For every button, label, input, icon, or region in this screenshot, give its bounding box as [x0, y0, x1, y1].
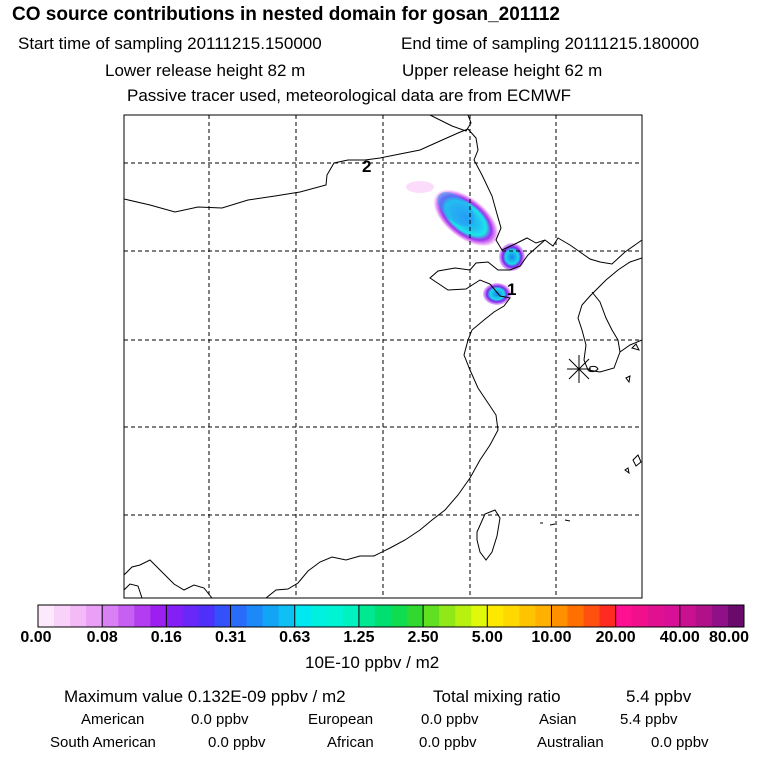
region-asian-value: 5.4 ppbv [620, 711, 678, 728]
colorbar-cell [471, 605, 488, 627]
colorbar-tick: 20.00 [595, 629, 636, 646]
figure-title: CO source contributions in nested domain… [12, 4, 560, 25]
colorbar-tick: 0.16 [150, 629, 182, 646]
colorbar-cell [631, 605, 649, 627]
colorbar-cell [487, 605, 504, 627]
colorbar-cell [134, 605, 151, 627]
colorbar-cell [407, 605, 424, 627]
region-african-value: 0.0 ppbv [419, 734, 477, 751]
colorbar-cell [342, 605, 360, 627]
colorbar-cell [198, 605, 215, 627]
colorbar-cell [326, 605, 344, 627]
colorbar-cell [567, 605, 585, 627]
colorbar-cell [647, 605, 665, 627]
colorbar-cell [310, 605, 328, 627]
region-african-name: African [327, 734, 374, 751]
colorbar-tick: 0.08 [86, 629, 118, 646]
colorbar-cell [727, 605, 745, 627]
colorbar-cell [54, 605, 71, 627]
colorbar-cell [278, 605, 296, 627]
start-time-label: Start time of sampling 20111215.150000 [18, 34, 322, 53]
region-european-value: 0.0 ppbv [421, 711, 479, 728]
colorbar-cell [38, 605, 55, 627]
end-time-label: End time of sampling 20111215.180000 [401, 34, 700, 53]
colorbar-cell [423, 605, 440, 627]
colorbar-tick: 80.00 [708, 629, 750, 646]
colorbar-cell [551, 605, 568, 627]
colorbar-cell [711, 605, 729, 627]
trajectory-marker-2: 2 [362, 157, 371, 176]
colorbar-tick: 1.25 [343, 629, 375, 646]
lat-lon-grid [124, 115, 642, 598]
region-australian-value: 0.0 ppbv [651, 734, 709, 751]
colorbar-cell [439, 605, 456, 627]
region-european-name: European [308, 711, 374, 728]
colorbar-cell [182, 605, 199, 627]
colorbar [37, 604, 745, 628]
region-asian-name: Asian [539, 711, 577, 728]
max-value-label: Maximum value 0.132E-09 ppbv / m2 [64, 687, 346, 706]
colorbar-cell [583, 605, 601, 627]
total-mixing-value: 5.4 ppbv [626, 687, 692, 706]
region-south-american-name: South American [50, 734, 156, 751]
upper-release-label: Upper release height 62 m [402, 61, 603, 80]
colorbar-cell [118, 605, 135, 627]
colorbar-cell [535, 605, 552, 627]
colorbar-cell [358, 605, 376, 627]
colorbar-cell [230, 605, 248, 627]
colorbar-cell [246, 605, 264, 627]
colorbar-tick: 0.63 [279, 629, 311, 646]
colorbar-cell [503, 605, 520, 627]
region-south-american-value: 0.0 ppbv [208, 734, 266, 751]
colorbar-cell [102, 605, 119, 627]
colorbar-cell [262, 605, 280, 627]
colorbar-cell [695, 605, 713, 627]
colorbar-cell [599, 605, 617, 627]
colorbar-tick: 0.00 [20, 629, 52, 646]
trajectory-marker-1: 1 [507, 280, 516, 299]
colorbar-tick: 0.31 [214, 629, 247, 646]
colorbar-cell [70, 605, 87, 627]
colorbar-cell [519, 605, 536, 627]
colorbar-cell [214, 605, 232, 627]
region-american-name: American [81, 711, 145, 728]
colorbar-cell [455, 605, 472, 627]
concentration-plume [406, 181, 525, 305]
lower-release-label: Lower release height 82 m [105, 61, 306, 80]
colorbar-cell [663, 605, 681, 627]
total-mixing-label: Total mixing ratio [433, 687, 561, 706]
colorbar-tick: 10.00 [531, 629, 572, 646]
colorbar-cell [150, 605, 167, 627]
colorbar-cell [294, 605, 312, 627]
colorbar-cell [615, 605, 633, 627]
colorbar-cell [391, 605, 408, 627]
colorbar-tick: 2.50 [407, 629, 439, 646]
tracer-note: Passive tracer used, meteorological data… [127, 86, 572, 105]
region-australian-name: Australian [537, 734, 604, 751]
colorbar-cell [679, 605, 697, 627]
colorbar-unit: 10E-10 ppbv / m2 [305, 653, 440, 672]
colorbar-tick: 5.00 [471, 629, 503, 646]
colorbar-tick: 40.00 [659, 629, 700, 646]
colorbar-cell [374, 605, 392, 627]
region-american-value: 0.0 ppbv [191, 711, 249, 728]
colorbar-cell [86, 605, 103, 627]
receptor-star-icon [567, 355, 591, 383]
colorbar-cell [166, 605, 183, 627]
